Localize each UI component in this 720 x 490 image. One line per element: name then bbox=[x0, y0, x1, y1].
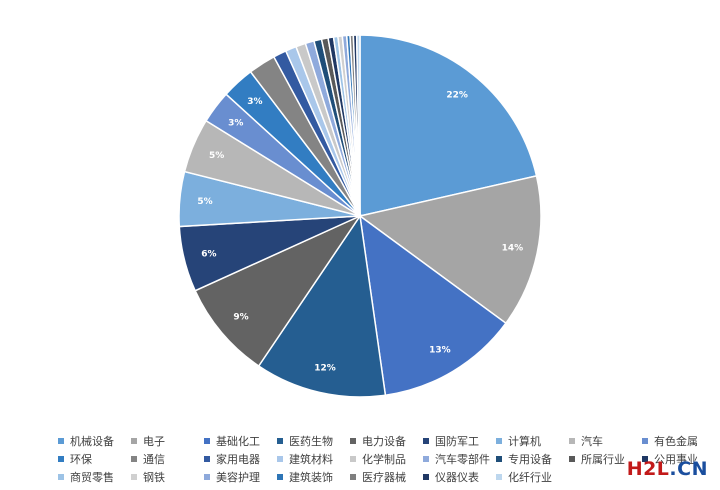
legend-item-1: 机械设备 bbox=[58, 434, 131, 448]
pie-slice-2 bbox=[358, 174, 542, 325]
legend-label: 专用设备 bbox=[508, 452, 552, 466]
legend-item-2: 电子 bbox=[131, 434, 204, 448]
watermark-part-2: .CN bbox=[669, 458, 708, 480]
watermark-part-1: H2L bbox=[626, 458, 670, 480]
legend-label: 电力设备 bbox=[362, 434, 406, 448]
legend-swatch-icon bbox=[350, 437, 356, 444]
legend-swatch-icon bbox=[569, 455, 575, 462]
legend-swatch-icon bbox=[131, 455, 137, 462]
slice-data-label-8: 5% bbox=[209, 151, 224, 161]
legend-item-13: 建筑材料 bbox=[277, 452, 350, 466]
legend-label: 汽车零部件 bbox=[435, 452, 490, 466]
legend-swatch-icon bbox=[350, 455, 356, 462]
legend-swatch-icon bbox=[277, 437, 283, 444]
legend-label: 环保 bbox=[70, 452, 92, 466]
legend-label: 通信 bbox=[143, 452, 165, 466]
legend-label: 家用电器 bbox=[216, 452, 260, 466]
legend-item-25: 化纤行业 bbox=[496, 470, 569, 484]
legend-swatch-icon bbox=[204, 473, 210, 480]
legend-label: 商贸零售 bbox=[70, 470, 114, 484]
legend-swatch-icon bbox=[277, 473, 283, 480]
legend-item-3: 基础化工 bbox=[204, 434, 277, 448]
legend-swatch-icon bbox=[496, 437, 502, 444]
legend-swatch-icon bbox=[58, 473, 64, 480]
pie-slice-1 bbox=[359, 34, 538, 217]
chart-legend: 机械设备 电子 基础化工 医药生物 电力设备 国防军工 计算机 汽车 有色金属 环保 通信 家用电器建… bbox=[58, 434, 718, 484]
legend-item-14: 化学制品 bbox=[350, 452, 423, 466]
legend-label: 机械设备 bbox=[70, 434, 114, 448]
legend-swatch-icon bbox=[496, 473, 502, 480]
legend-item-10: 环保 bbox=[58, 452, 131, 466]
slice-data-label-1: 22% bbox=[446, 90, 468, 100]
legend-item-22: 建筑装饰 bbox=[277, 470, 350, 484]
legend-item-15: 汽车零部件 bbox=[423, 452, 496, 466]
legend-swatch-icon bbox=[131, 437, 137, 444]
legend-item-21: 美容护理 bbox=[204, 470, 277, 484]
legend-label: 建筑装饰 bbox=[289, 470, 333, 484]
legend-swatch-icon bbox=[423, 473, 429, 480]
legend-item-20: 钢铁 bbox=[131, 470, 204, 484]
legend-label: 化纤行业 bbox=[508, 470, 552, 484]
legend-item-4: 医药生物 bbox=[277, 434, 350, 448]
legend-item-5: 电力设备 bbox=[350, 434, 423, 448]
legend-item-12: 家用电器 bbox=[204, 452, 277, 466]
legend-item-7: 计算机 bbox=[496, 434, 569, 448]
legend-label: 国防军工 bbox=[435, 434, 479, 448]
legend-label: 建筑材料 bbox=[289, 452, 333, 466]
legend-label: 有色金属 bbox=[654, 434, 698, 448]
legend-label: 美容护理 bbox=[216, 470, 260, 484]
legend-swatch-icon bbox=[350, 473, 356, 480]
legend-swatch-icon bbox=[277, 455, 283, 462]
legend-swatch-icon bbox=[204, 437, 210, 444]
legend-item-6: 国防军工 bbox=[423, 434, 496, 448]
legend-item-8: 汽车 bbox=[569, 434, 642, 448]
pie-slice-25 bbox=[355, 34, 361, 217]
legend-label: 公用事业 bbox=[654, 452, 698, 466]
legend-swatch-icon bbox=[496, 455, 502, 462]
slice-data-label-3: 13% bbox=[429, 346, 451, 356]
slice-data-label-2: 14% bbox=[502, 244, 524, 254]
legend-label: 钢铁 bbox=[143, 470, 165, 484]
pie-slice-5 bbox=[194, 214, 363, 368]
legend-swatch-icon bbox=[58, 437, 64, 444]
legend-label: 医药生物 bbox=[289, 434, 333, 448]
legend-label: 计算机 bbox=[508, 434, 541, 448]
slice-data-label-5: 9% bbox=[233, 312, 248, 322]
legend-label: 基础化工 bbox=[216, 434, 260, 448]
pie-chart: 22% 14% 13% 12% 9% 6% 5% 5% 3% 3% bbox=[178, 34, 542, 398]
legend-swatch-icon bbox=[642, 455, 648, 462]
slice-data-label-7: 5% bbox=[197, 197, 212, 207]
pie-slice-4 bbox=[257, 213, 387, 398]
slice-data-label-9: 3% bbox=[228, 118, 243, 128]
pie-slice-3 bbox=[359, 214, 507, 397]
legend-label: 化学制品 bbox=[362, 452, 406, 466]
legend-item-17: 所属行业 bbox=[569, 452, 642, 466]
legend-item-24: 仪器仪表 bbox=[423, 470, 496, 484]
legend-label: 所属行业 bbox=[581, 452, 625, 466]
slice-data-label-6: 6% bbox=[201, 249, 216, 259]
legend-swatch-icon bbox=[642, 437, 648, 444]
legend-label: 仪器仪表 bbox=[435, 470, 479, 484]
legend-item-18: 公用事业 bbox=[642, 452, 715, 466]
legend-item-19: 商贸零售 bbox=[58, 470, 131, 484]
legend-swatch-icon bbox=[423, 455, 429, 462]
watermark-logo: H2L.CN bbox=[627, 458, 708, 480]
legend-swatch-icon bbox=[569, 437, 575, 444]
legend-label: 医疗器械 bbox=[362, 470, 406, 484]
legend-item-16: 专用设备 bbox=[496, 452, 569, 466]
legend-swatch-icon bbox=[423, 437, 429, 444]
legend-swatch-icon bbox=[204, 455, 210, 462]
legend-item-11: 通信 bbox=[131, 452, 204, 466]
legend-swatch-icon bbox=[131, 473, 137, 480]
legend-label: 汽车 bbox=[581, 434, 603, 448]
legend-label: 电子 bbox=[143, 434, 165, 448]
slice-data-label-10: 3% bbox=[247, 97, 262, 107]
slice-data-label-4: 12% bbox=[314, 364, 336, 374]
legend-swatch-icon bbox=[58, 455, 64, 462]
legend-item-9: 有色金属 bbox=[642, 434, 715, 448]
legend-item-23: 医疗器械 bbox=[350, 470, 423, 484]
